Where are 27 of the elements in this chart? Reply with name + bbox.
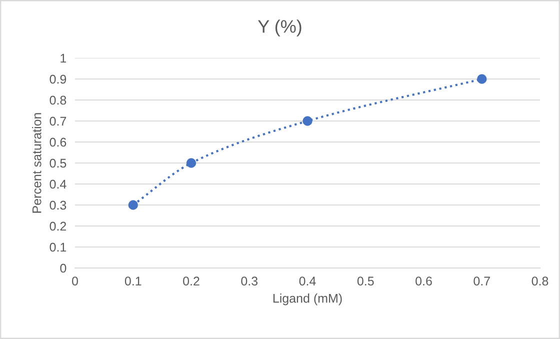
x-axis-title: Ligand (mM) bbox=[273, 294, 342, 306]
chart-title: Y (%) bbox=[258, 20, 302, 36]
x-tick-label: 0.7 bbox=[474, 276, 490, 286]
point bbox=[128, 200, 138, 210]
y-tick-label: 0.3 bbox=[50, 200, 66, 210]
y-tick-label: 0.6 bbox=[50, 138, 66, 147]
y-tick-label: 0.7 bbox=[50, 116, 66, 126]
point bbox=[302, 116, 312, 126]
y-tick-label: 0.2 bbox=[50, 222, 66, 231]
point bbox=[477, 74, 487, 84]
y-axis-title: Percent saturation bbox=[32, 113, 42, 213]
x-tick-label: 0.3 bbox=[241, 276, 258, 286]
x-tick-label: 0.5 bbox=[357, 276, 374, 286]
x-tick-label: 0.8 bbox=[532, 276, 548, 286]
x-tick-label: 0.6 bbox=[416, 276, 432, 286]
x-tick-label: 0 bbox=[72, 276, 78, 286]
y-tick-label: 0.5 bbox=[50, 158, 66, 168]
point bbox=[186, 158, 196, 168]
x-tick-label: 0.4 bbox=[299, 276, 316, 286]
y-tick-label: 0.8 bbox=[50, 96, 66, 105]
y-tick-label: 0.9 bbox=[50, 74, 66, 84]
x-tick-label: 0.1 bbox=[124, 276, 142, 286]
y-tick-label: 0.1 bbox=[50, 242, 66, 252]
y-tick-label: 0.4 bbox=[50, 180, 66, 189]
x-tick-label: 0.2 bbox=[183, 276, 200, 286]
y-tick-label: 0 bbox=[60, 264, 66, 273]
y-tick-label: 1 bbox=[60, 54, 66, 63]
